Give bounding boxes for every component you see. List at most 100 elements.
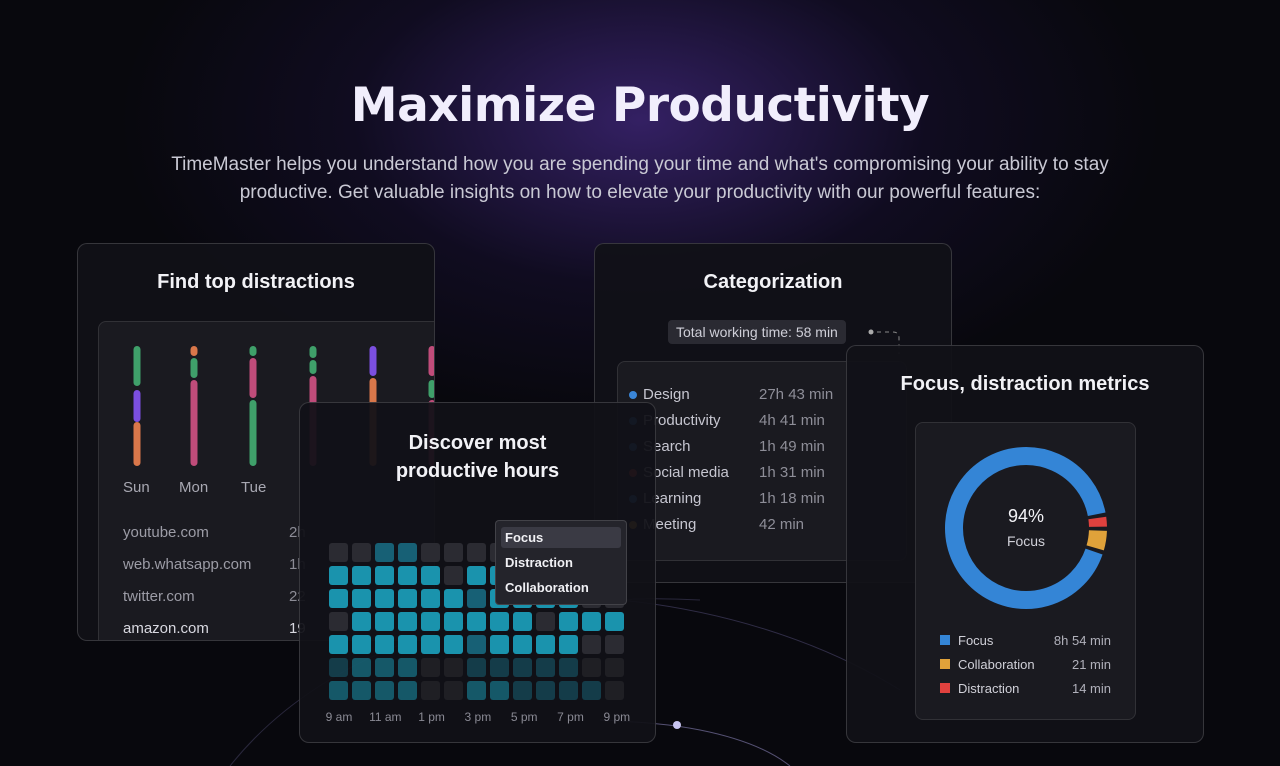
category-time: 1h 31 min — [759, 464, 825, 481]
heat-cell — [605, 681, 624, 700]
legend-label: Focus — [958, 633, 994, 648]
category-name: Meeting — [643, 516, 697, 533]
heat-cell — [513, 612, 532, 631]
day-label: Tue — [241, 479, 267, 496]
heat-cell — [467, 635, 486, 654]
site-name: youtube.com — [123, 524, 209, 541]
heat-cell — [398, 635, 417, 654]
card-title: Focus, distraction metrics — [900, 373, 1150, 395]
category-name: Social media — [643, 464, 729, 481]
donut-segment — [1088, 516, 1107, 528]
bar-segment — [190, 380, 198, 466]
legend-swatch — [940, 635, 950, 645]
heat-cell — [582, 635, 601, 654]
heat-cell — [375, 589, 394, 608]
heat-cell — [513, 658, 532, 677]
heat-cell — [375, 635, 394, 654]
category-name: Productivity — [643, 412, 721, 429]
heat-cell — [444, 612, 463, 631]
hours-card: Discover most productive hours 9 am 11 am… — [299, 402, 656, 743]
heat-cell — [375, 658, 394, 677]
menu-item[interactable]: Focus — [501, 527, 621, 548]
category-time: 27h 43 min — [759, 386, 834, 403]
heat-cell — [467, 589, 486, 608]
heat-cell — [375, 566, 394, 585]
heat-cell — [490, 658, 509, 677]
heat-cell — [467, 658, 486, 677]
bar-segment — [133, 346, 141, 386]
heat-cell — [605, 635, 624, 654]
heat-cell — [375, 612, 394, 631]
heat-cell — [444, 566, 463, 585]
card-title: Categorization — [703, 271, 843, 293]
heat-cell — [421, 635, 440, 654]
heat-cell — [329, 658, 348, 677]
legend-duration: 14 min — [1071, 681, 1111, 696]
card-title: Discover most productive hours — [395, 432, 560, 482]
site-name: web.whatsapp.com — [123, 556, 252, 573]
bar-segment — [428, 346, 434, 376]
heat-cell — [352, 681, 371, 700]
heat-cell — [444, 658, 463, 677]
metrics-panel: 94% Focus Focus 8h 54 min Collaboration 21 m… — [915, 422, 1136, 720]
category-dot — [629, 391, 637, 399]
legend-swatch — [940, 659, 950, 669]
heat-cell — [605, 658, 624, 677]
heat-cell — [467, 543, 486, 562]
heat-cell — [421, 658, 440, 677]
menu-item[interactable]: Distraction — [505, 555, 573, 570]
heat-cell — [559, 612, 578, 631]
bar-segment — [190, 358, 198, 378]
heat-cell — [467, 612, 486, 631]
heat-cell — [582, 658, 601, 677]
heat-cell — [582, 681, 601, 700]
menu-item[interactable]: Collaboration — [505, 580, 589, 595]
bar-segment — [428, 380, 434, 398]
heat-cell — [490, 635, 509, 654]
day-label: Mon — [179, 479, 209, 496]
heat-cell — [329, 681, 348, 700]
connector — [868, 329, 900, 354]
heat-cell — [398, 658, 417, 677]
metrics-card: Focus, distraction metrics 94% Focus Focu… — [846, 345, 1204, 743]
donut-center-value: 94% — [1008, 506, 1044, 526]
category-time: 4h 41 min — [759, 412, 825, 429]
heat-cell — [398, 681, 417, 700]
hour-label: 11 am — [369, 710, 401, 724]
category-time: 1h 18 min — [759, 490, 825, 507]
heat-cell — [329, 589, 348, 608]
donut-center-caption: Focus — [1007, 533, 1045, 549]
category-name: Learning — [643, 490, 702, 507]
heat-cell — [375, 543, 394, 562]
heat-cell — [559, 681, 578, 700]
donut-segment — [1086, 529, 1107, 551]
dropdown-menu: Focus Distraction Collaboration — [495, 520, 627, 605]
heat-cell — [375, 681, 394, 700]
legend-duration: 21 min — [1071, 657, 1111, 672]
legend-swatch — [940, 683, 950, 693]
legend-duration: 8h 54 min — [1053, 633, 1111, 648]
heat-cell — [444, 543, 463, 562]
legend-label: Distraction — [958, 681, 1020, 696]
heat-cell — [513, 681, 532, 700]
hour-label: 1 pm — [418, 710, 445, 724]
total-pill: Total working time: 58 min — [668, 320, 846, 344]
heat-cell — [559, 635, 578, 654]
heat-cell — [536, 612, 555, 631]
heat-cell — [490, 681, 509, 700]
heat-cell — [352, 543, 371, 562]
category-name: Design — [643, 386, 690, 403]
heat-cell — [536, 681, 555, 700]
hour-label: 3 pm — [465, 710, 492, 724]
heat-cell — [352, 566, 371, 585]
heat-cell — [352, 658, 371, 677]
bar-segment — [190, 346, 198, 356]
heat-cell — [352, 612, 371, 631]
heat-cell — [329, 635, 348, 654]
bar-segment — [249, 400, 257, 466]
heat-cell — [398, 566, 417, 585]
heat-cell — [444, 635, 463, 654]
site-name: twitter.com — [123, 588, 195, 605]
bar-segment — [133, 390, 141, 422]
